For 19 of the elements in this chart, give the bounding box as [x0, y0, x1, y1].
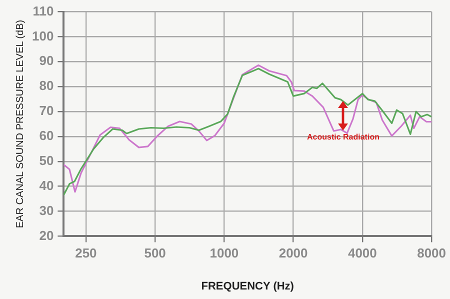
x-tick-label: 2000: [278, 246, 308, 261]
y-tick-label: 30: [39, 202, 54, 218]
x-tick-label: 1000: [210, 246, 239, 261]
annotation: Acoustic Radiation: [307, 132, 380, 142]
y-tick-label: 90: [39, 53, 54, 68]
y-tick-label: 80: [39, 78, 54, 94]
y-tick-label: 70: [39, 103, 54, 118]
x-tick-label: 250: [75, 246, 97, 261]
y-axis-title: EAR CANAL SOUND PRESSURE LEVEL (dB): [14, 20, 26, 228]
x-tick-label: 8000: [417, 246, 446, 261]
y-tick-label: 100: [32, 28, 54, 44]
y-tick-label: 60: [39, 128, 54, 144]
y-tick-label: 110: [32, 3, 54, 18]
x-tick-label: 4000: [348, 246, 377, 261]
x-tick-label: 500: [144, 246, 166, 261]
y-tick-label: 20: [39, 228, 54, 243]
x-axis-title: FREQUENCY (Hz): [201, 280, 294, 292]
y-tick-label: 50: [39, 152, 54, 168]
y-tick-label: 40: [39, 178, 54, 193]
